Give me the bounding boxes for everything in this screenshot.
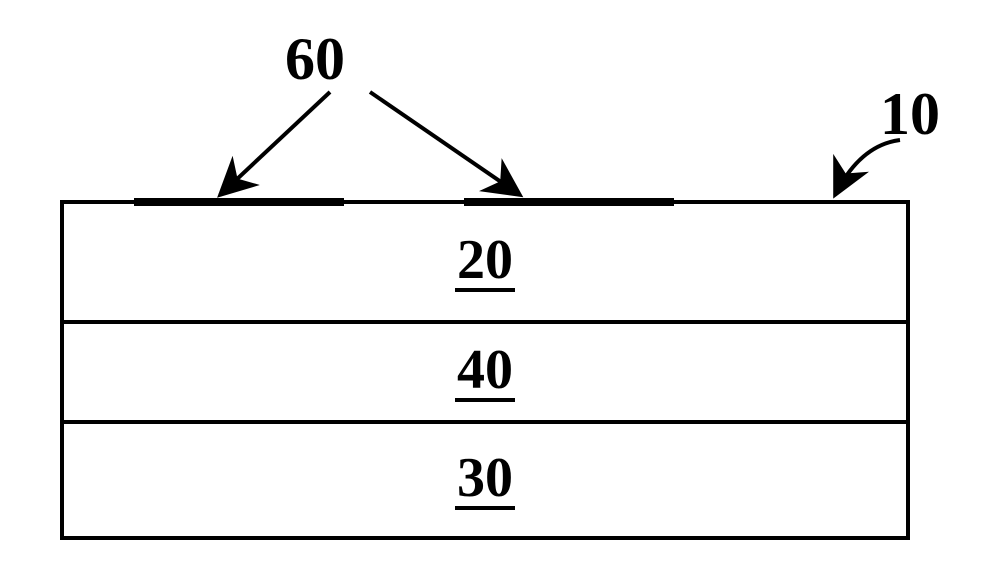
reference-label-60: 60 bbox=[285, 25, 345, 94]
layer-40: 40 bbox=[60, 320, 910, 420]
electrode-right bbox=[464, 198, 674, 206]
layer-stack-diagram: 20 40 30 bbox=[60, 200, 910, 540]
layer-30: 30 bbox=[60, 420, 910, 540]
layer-label-20: 20 bbox=[455, 232, 515, 292]
layer-20: 20 bbox=[60, 200, 910, 320]
arrow-60-to-right-electrode bbox=[360, 90, 560, 200]
layer-label-40: 40 bbox=[455, 342, 515, 402]
electrode-left bbox=[134, 198, 344, 206]
layer-label-30: 30 bbox=[455, 450, 515, 510]
